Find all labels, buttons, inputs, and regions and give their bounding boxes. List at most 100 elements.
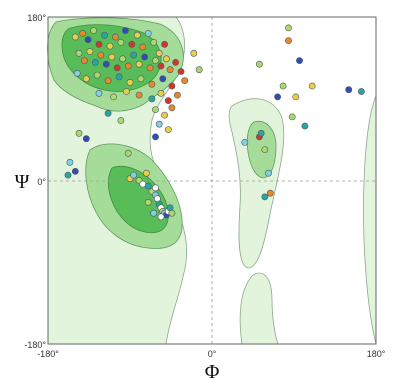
residue-point: [285, 37, 292, 44]
residue-point: [157, 89, 165, 97]
residue-point: [117, 39, 125, 46]
residue-point: [148, 95, 156, 103]
residue-point: [130, 171, 137, 179]
residue-point: [130, 51, 137, 59]
residue-point: [71, 33, 79, 41]
residue-point: [66, 158, 74, 166]
x-tick-right: 180°: [367, 349, 386, 359]
residue-point: [124, 149, 132, 157]
residue-point: [288, 113, 296, 121]
residue-point: [261, 146, 269, 153]
residue-point: [155, 49, 163, 57]
residue-point: [75, 129, 83, 137]
residue-point: [119, 55, 127, 63]
residue-point: [73, 69, 81, 77]
residue-point: [82, 135, 90, 143]
residue-point: [152, 184, 159, 192]
residue-point: [164, 126, 172, 134]
residue-point: [274, 93, 281, 101]
residue-point: [82, 75, 90, 83]
y-axis-title: Ψ: [15, 171, 30, 193]
residue-point: [110, 93, 117, 101]
residue-point: [301, 122, 309, 130]
residue-point: [93, 71, 101, 79]
residue-point: [150, 39, 158, 46]
residue-point: [102, 60, 110, 68]
residue-point: [177, 68, 185, 75]
residue-point: [285, 24, 292, 32]
residue-point: [173, 91, 181, 99]
x-tick-zero: 0°: [208, 349, 217, 359]
residue-point: [128, 40, 136, 48]
residue-point: [241, 138, 249, 146]
y-tick-bottom: -180°: [24, 340, 46, 350]
residue-point: [181, 77, 189, 84]
residue-point: [86, 48, 94, 55]
residue-point: [113, 64, 121, 72]
residue-point: [81, 57, 88, 64]
allowed-region-bottom: [239, 272, 279, 345]
residue-point: [115, 73, 123, 81]
residue-point: [265, 169, 272, 177]
allowed-region-right-edge: [363, 95, 377, 345]
residue-point: [195, 66, 203, 74]
residue-point: [159, 75, 167, 83]
residue-point: [172, 59, 179, 66]
residue-point: [166, 66, 174, 74]
residue-point: [190, 49, 198, 57]
residue-point: [104, 77, 112, 84]
residue-point: [168, 82, 176, 90]
residue-point: [150, 209, 158, 217]
residue-point: [144, 182, 152, 190]
residue-point: [124, 62, 132, 70]
residue-point: [148, 80, 156, 88]
residue-point: [152, 133, 159, 141]
residue-point: [157, 62, 165, 70]
residue-point: [104, 109, 112, 117]
residue-point: [168, 104, 176, 112]
residue-point: [64, 171, 72, 179]
residue-point: [90, 27, 97, 34]
residue-point: [92, 59, 99, 66]
residue-point: [146, 64, 154, 72]
residue-point: [162, 55, 170, 63]
y-tick-zero: 0°: [37, 177, 46, 187]
residue-point: [122, 27, 129, 34]
residue-point: [117, 117, 125, 124]
residue-point: [296, 57, 303, 64]
residue-point: [123, 88, 130, 95]
residue-point: [266, 189, 274, 197]
residue-point: [133, 31, 141, 39]
y-tick-top: 180°: [27, 13, 46, 23]
residue-point: [357, 88, 365, 95]
residue-point: [168, 209, 176, 217]
residue-point: [155, 120, 163, 128]
residue-point: [161, 40, 168, 48]
residue-point: [106, 42, 114, 50]
residue-point: [292, 93, 300, 101]
residue-point: [152, 106, 159, 113]
residue-point: [261, 193, 269, 201]
residue-point: [71, 167, 79, 175]
residue-point: [157, 213, 165, 221]
residue-point: [144, 30, 152, 37]
residue-point: [152, 57, 159, 64]
residue-point: [279, 82, 287, 90]
residue-point: [135, 60, 143, 68]
residue-points: [64, 24, 365, 221]
residue-point: [101, 31, 108, 39]
residue-point: [137, 75, 145, 83]
residue-point: [126, 79, 134, 86]
residue-point: [255, 60, 263, 68]
residue-point: [139, 43, 147, 51]
residue-point: [142, 169, 150, 177]
residue-point: [345, 86, 353, 94]
residue-point: [257, 129, 265, 137]
x-axis-title: Φ: [205, 361, 220, 382]
residue-point: [164, 97, 172, 104]
residue-point: [112, 33, 119, 41]
residue-point: [79, 30, 86, 37]
residue-point: [108, 53, 116, 61]
residue-point: [95, 40, 103, 48]
